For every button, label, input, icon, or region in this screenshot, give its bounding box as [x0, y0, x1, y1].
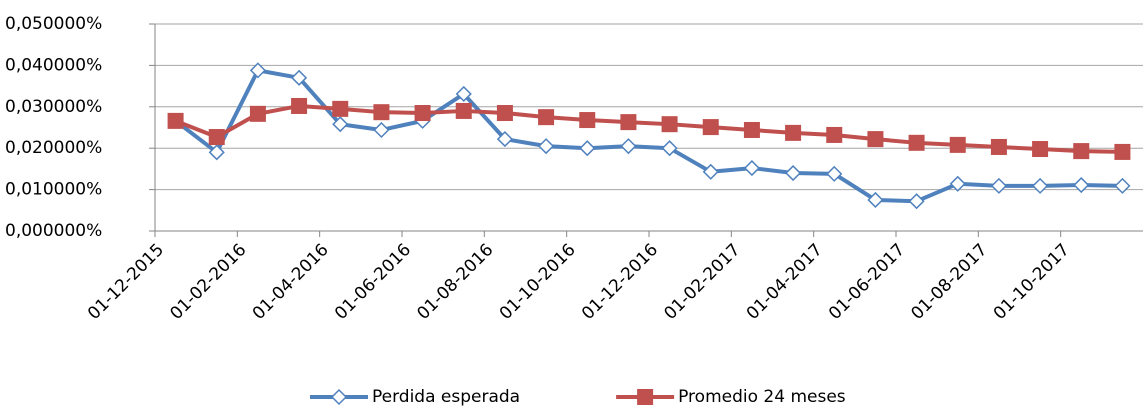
data-point: [496, 131, 513, 148]
x-tick-label: 01-06-2016: [331, 240, 415, 324]
y-tick-label: 0,040000%: [5, 55, 102, 75]
x-tick-label: 01-02-2016: [166, 240, 250, 324]
y-tick-label: 0,020000%: [5, 138, 102, 158]
x-tick-label: 01-02-2017: [660, 240, 744, 324]
data-point: [826, 165, 843, 182]
y-tick-label: 0,050000%: [5, 14, 102, 34]
data-point: [208, 129, 225, 146]
data-point: [538, 109, 555, 126]
data-point: [743, 160, 760, 177]
data-point: [1114, 177, 1131, 194]
data-point: [908, 193, 925, 210]
legend-marker: [330, 388, 348, 406]
y-tick-label: 0,000000%: [5, 221, 102, 241]
legend-marker: [637, 389, 654, 405]
data-point: [496, 105, 513, 122]
data-point: [990, 138, 1007, 155]
data-point: [1032, 141, 1049, 158]
y-tick-label: 0,010000%: [5, 180, 102, 200]
series-line: [174, 68, 1123, 204]
data-point: [249, 105, 266, 122]
data-point: [867, 131, 884, 148]
data-point: [990, 177, 1007, 194]
data-point: [620, 114, 637, 131]
data-point: [373, 104, 390, 121]
data-point: [908, 134, 925, 151]
data-point: [332, 116, 349, 133]
x-tick-label: 01-10-2017: [990, 240, 1074, 324]
legend-label: Promedio 24 meses: [678, 387, 846, 407]
data-point: [373, 121, 390, 139]
data-point: [1073, 143, 1090, 160]
data-point: [1032, 177, 1049, 194]
data-point: [949, 136, 966, 153]
y-tick-label: 0,030000%: [5, 97, 102, 117]
data-point: [702, 119, 719, 136]
x-tick-label: 01-08-2016: [413, 240, 497, 324]
data-point: [1114, 143, 1131, 160]
data-point: [826, 126, 843, 143]
x-tick-label: 01-08-2017: [907, 240, 991, 324]
data-point: [949, 175, 966, 192]
x-tick-label: 01-12-2016: [578, 240, 662, 324]
data-point: [661, 116, 678, 133]
x-tick-label: 01-04-2017: [743, 240, 827, 324]
data-point: [1073, 176, 1090, 194]
x-tick-label: 01-10-2016: [496, 240, 580, 324]
data-point: [291, 97, 308, 114]
data-point: [579, 140, 596, 157]
data-point: [455, 102, 472, 119]
x-tick-label: 01-04-2016: [249, 240, 333, 324]
data-point: [661, 140, 678, 157]
data-point: [455, 85, 472, 103]
data-point: [167, 112, 184, 129]
data-point: [249, 62, 266, 79]
x-tick-label: 01-12-2015: [84, 240, 168, 324]
data-point: [867, 191, 884, 209]
data-point: [332, 100, 349, 117]
data-point: [785, 124, 802, 141]
legend-label: Perdida esperada: [372, 387, 520, 407]
data-point: [620, 138, 637, 155]
data-point: [702, 163, 719, 180]
data-point: [785, 164, 802, 182]
data-point: [414, 105, 431, 122]
data-point: [579, 112, 596, 129]
data-point: [208, 144, 225, 161]
x-tick-label: 01-06-2017: [825, 240, 909, 324]
data-point: [291, 69, 308, 86]
series-line: [174, 103, 1123, 154]
data-point: [743, 121, 760, 138]
data-point: [538, 138, 555, 155]
